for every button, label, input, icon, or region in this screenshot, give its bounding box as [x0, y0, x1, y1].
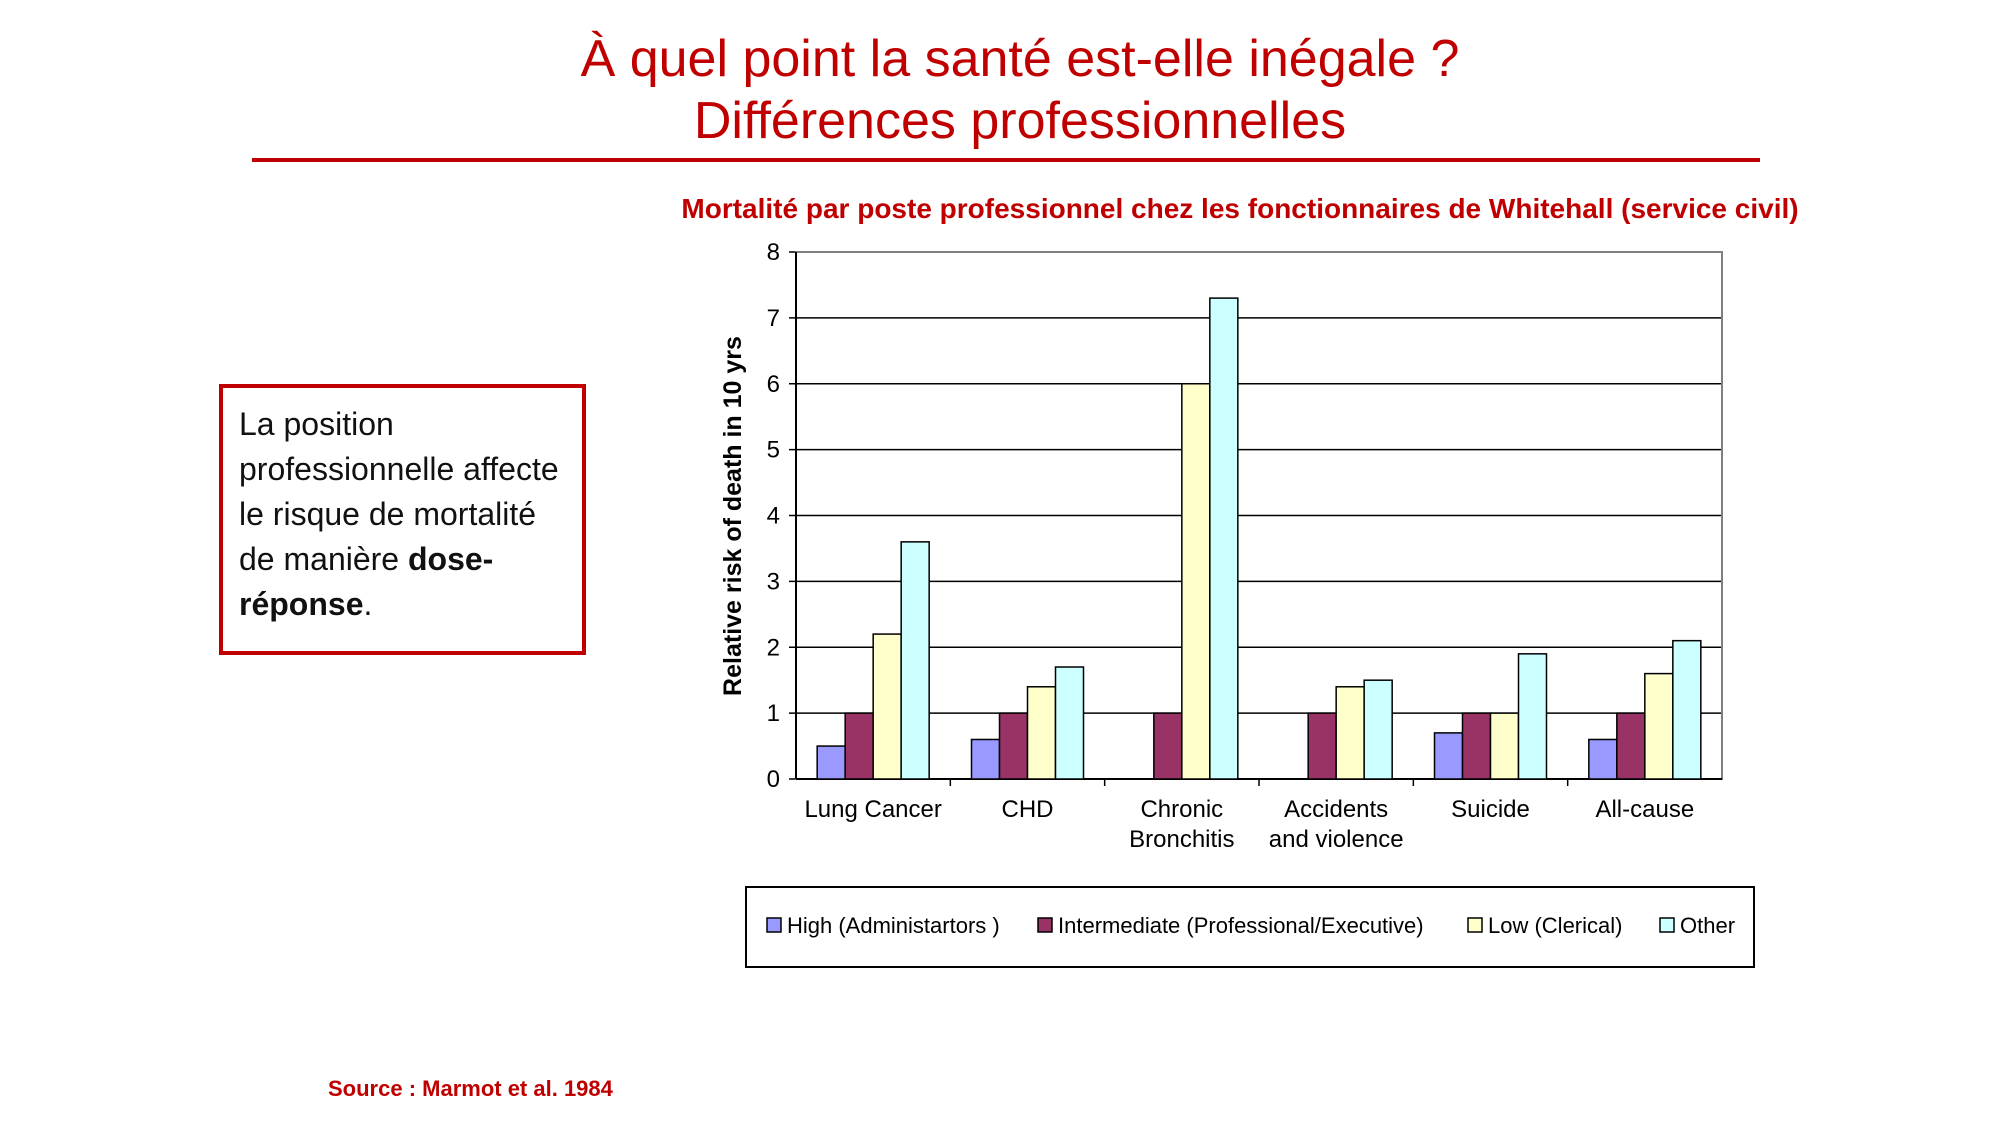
bar	[1644, 672, 1674, 780]
source-citation: Source : Marmot et al. 1984	[328, 1076, 613, 1101]
slide-title-line1: À quel point la santé est-elle inégale ?	[580, 30, 1460, 88]
callout-box: La position professionnelle affecte le r…	[219, 384, 586, 655]
x-tick-label: Lung Cancer	[804, 796, 941, 823]
legend-label: Other	[1680, 913, 1735, 938]
bar	[900, 541, 930, 780]
bar	[1616, 712, 1646, 780]
bar	[1153, 712, 1183, 780]
x-tick-label: Chronic	[1140, 796, 1223, 823]
y-tick-label: 5	[767, 437, 780, 464]
y-tick-label: 1	[767, 700, 780, 727]
bar	[998, 712, 1029, 780]
x-tick-label: Bronchitis	[1129, 826, 1234, 853]
bar	[1026, 686, 1057, 780]
bar	[1181, 383, 1211, 780]
bar	[970, 738, 1001, 780]
bar	[1209, 297, 1239, 780]
title-underline	[252, 158, 1760, 162]
slide-title: À quel point la santé est-elle inégale ?…	[0, 28, 2000, 152]
legend-swatch	[1037, 917, 1053, 933]
bar	[1489, 712, 1520, 780]
legend-label: Low (Clerical)	[1488, 913, 1622, 938]
y-tick-label: 6	[767, 371, 780, 398]
bar	[1433, 732, 1464, 780]
bar	[1588, 738, 1618, 780]
callout-bold-text: dose-réponse	[239, 541, 494, 622]
legend-box	[745, 886, 1755, 968]
bar	[844, 712, 874, 780]
x-tick-label: Accidents	[1284, 796, 1388, 823]
bar	[1672, 639, 1702, 780]
bar	[1363, 679, 1393, 780]
legend-label: Intermediate (Professional/Executive)	[1058, 913, 1424, 938]
chart-title: Mortalité par poste professionnel chez l…	[681, 193, 1799, 224]
bar	[1054, 666, 1085, 780]
bar	[1461, 712, 1492, 780]
y-tick-label: 0	[767, 766, 780, 793]
bar	[816, 745, 846, 780]
bar	[1335, 686, 1365, 780]
y-tick-label: 2	[767, 634, 780, 661]
slide-title-line2: Différences professionnelles	[693, 92, 1347, 150]
callout-end: .	[363, 586, 373, 622]
x-tick-label: and violence	[1269, 826, 1404, 853]
legend-swatch	[1659, 917, 1675, 933]
x-tick-label: All-cause	[1595, 796, 1694, 823]
x-tick-label: CHD	[1002, 796, 1054, 823]
y-axis-label: Relative risk of death in 10 yrs	[719, 336, 747, 696]
bar	[872, 633, 902, 780]
legend-label: High (Administartors )	[787, 913, 1000, 938]
legend-swatch	[766, 917, 782, 933]
y-tick-label: 7	[767, 305, 780, 332]
y-tick-label: 8	[767, 239, 780, 266]
callout-text: La position professionnelle affecte le r…	[239, 406, 559, 577]
y-tick-label: 4	[767, 503, 780, 530]
legend-swatch	[1467, 917, 1483, 933]
x-tick-label: Suicide	[1451, 796, 1530, 823]
bar	[1307, 712, 1337, 780]
bar	[1517, 653, 1548, 780]
y-tick-label: 3	[767, 568, 780, 595]
